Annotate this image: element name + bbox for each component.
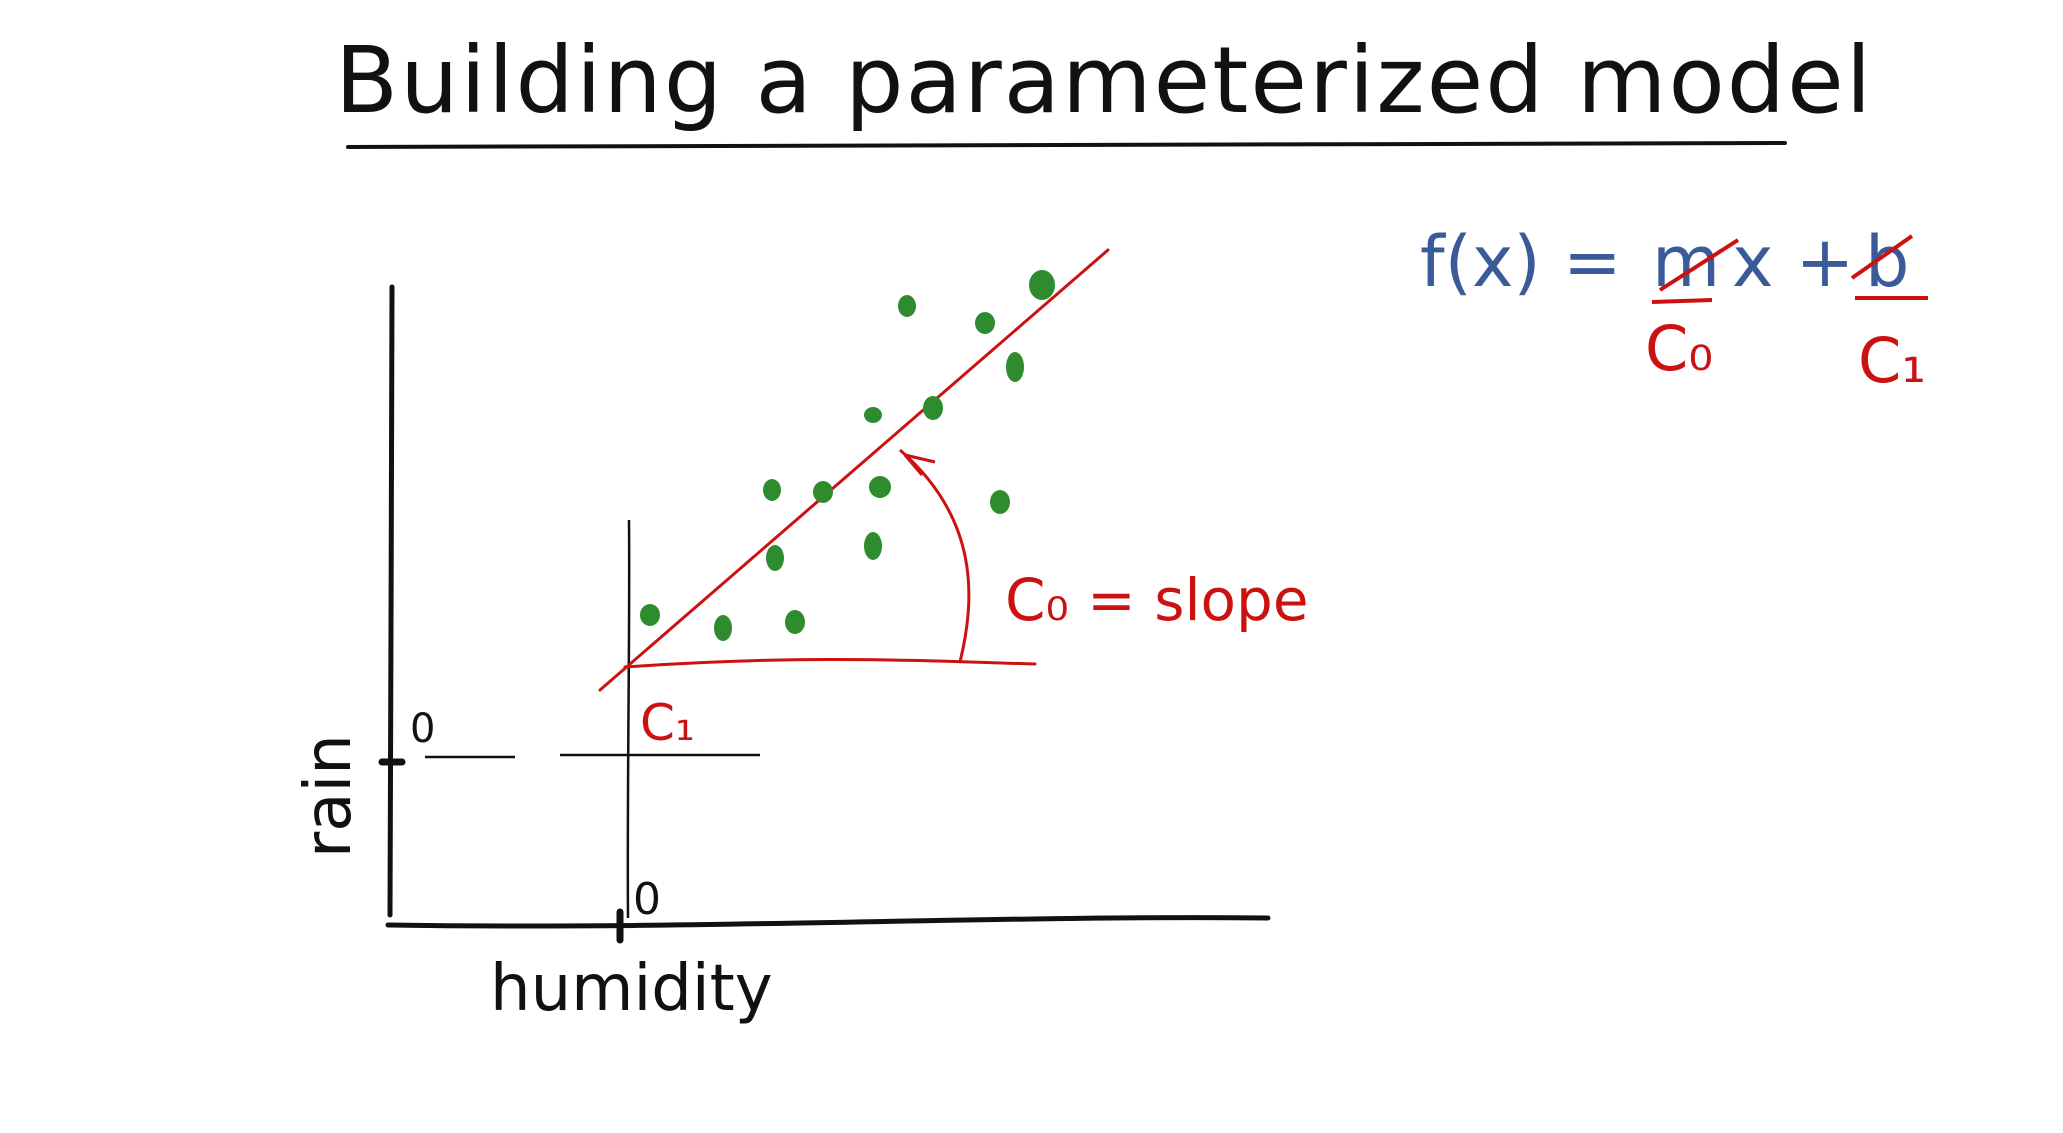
data-point xyxy=(975,312,995,334)
formula-lhs: f(x) = xyxy=(1420,221,1622,303)
page-title: Building a parameterized model xyxy=(335,27,1873,134)
data-point xyxy=(640,604,660,626)
data-point xyxy=(766,545,784,571)
formula-c0: C₀ xyxy=(1645,312,1713,385)
data-point xyxy=(785,610,805,634)
inner-vertical-axis xyxy=(626,519,631,919)
intercept-label: C₁ xyxy=(640,694,695,752)
slope-arc xyxy=(899,448,971,663)
data-point xyxy=(763,479,781,501)
data-point xyxy=(864,532,882,560)
data-point xyxy=(990,490,1010,514)
x-axis-label: humidity xyxy=(490,952,773,1026)
b-strikethrough xyxy=(1850,234,1914,280)
y-zero-label: 0 xyxy=(410,706,435,752)
x-axis xyxy=(385,915,1271,929)
zero-dashed-line xyxy=(425,753,760,759)
formula: f(x) = m x + b C₀ C₁ xyxy=(1420,221,1928,397)
data-point xyxy=(898,295,916,317)
title-underline xyxy=(346,141,1787,149)
formula-x-plus: x + xyxy=(1732,221,1854,303)
regression-line xyxy=(598,248,1110,692)
data-point xyxy=(869,476,891,498)
y-axis xyxy=(387,284,395,918)
slope-annotation: C₀ = slope xyxy=(1005,566,1309,634)
data-points xyxy=(640,270,1055,641)
outer-axes xyxy=(378,284,1271,944)
data-point xyxy=(1029,270,1055,300)
data-point xyxy=(864,407,882,423)
data-point xyxy=(1006,352,1024,382)
m-strikethrough xyxy=(1658,238,1740,292)
data-point xyxy=(923,396,943,420)
data-point xyxy=(714,615,732,641)
formula-c1: C₁ xyxy=(1858,324,1926,397)
horizontal-baseline xyxy=(623,657,1037,669)
data-point xyxy=(813,481,833,503)
slope-arc-arrowhead xyxy=(903,453,936,476)
y-axis-label: rain xyxy=(292,734,366,858)
x-zero-label: 0 xyxy=(633,874,661,925)
m-fraction-bar xyxy=(1651,298,1713,304)
